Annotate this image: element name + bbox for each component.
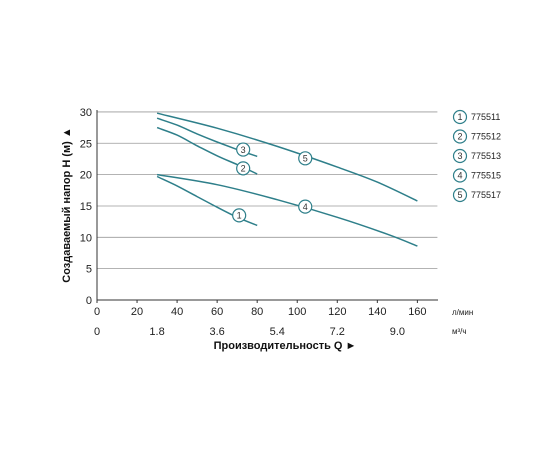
axes (96, 110, 438, 301)
series-line-775517 (156, 112, 418, 202)
legend-marker-3 (452, 148, 468, 164)
legend-marker-1 (452, 109, 468, 125)
series-line-775515 (156, 173, 418, 247)
curve-marker-number: 5 (303, 154, 308, 164)
x-tick-label: 60 (211, 306, 223, 318)
curve-marker-2 (236, 161, 251, 176)
legend-marker-number: 5 (457, 190, 462, 200)
y-tick-label: 5 (86, 264, 92, 276)
y-tick-label: 0 (86, 295, 92, 307)
x2-tick-label: 3.6 (209, 326, 224, 338)
curve-marker-number: 2 (241, 164, 246, 174)
y-tick-label: 20 (80, 170, 92, 182)
legend: 1 775511 2 775512 3 775513 4 775515 5 775517 (452, 109, 501, 203)
x2-tick-label: 1.8 (149, 326, 164, 338)
curve-marker-number: 1 (237, 211, 242, 221)
legend-label-775512: 775512 (471, 132, 501, 142)
x-tick-label: 0 (94, 306, 100, 318)
legend-marker-number: 2 (457, 132, 462, 142)
y-tick-label: 15 (80, 201, 92, 213)
curve-marker-number: 3 (241, 145, 246, 155)
curve-marker-5 (298, 151, 313, 166)
x2-tick-label: 9.0 (390, 326, 405, 338)
curve-marker-number: 4 (303, 202, 308, 212)
legend-label-775511: 775511 (471, 112, 500, 122)
y-tick-label: 25 (80, 138, 92, 150)
x-tick-label: 140 (368, 306, 386, 318)
curve-marker-3 (236, 142, 251, 157)
curves (156, 112, 418, 247)
x-tick-label: 20 (131, 306, 143, 318)
legend-marker-number: 4 (457, 171, 462, 181)
legend-label-775515: 775515 (471, 171, 501, 181)
grid (97, 111, 438, 270)
x2-tick-label: 0 (94, 326, 100, 338)
x-tick-label: 120 (328, 306, 346, 318)
x-unit-primary: л/мин (452, 308, 473, 317)
y-tick-label: 30 (80, 107, 92, 119)
legend-marker-5 (452, 187, 468, 203)
y-axis-title: Создаваемый напор H (м) ▲ (61, 127, 73, 282)
x-axis-title: Производительность Q ► (214, 340, 357, 352)
curve-labels: 1 2 3 4 5 (232, 142, 313, 223)
y-tick-label: 10 (80, 232, 92, 244)
curve-marker-1 (232, 208, 247, 223)
legend-marker-2 (452, 129, 468, 144)
x-tick-label: 100 (288, 306, 306, 318)
x-tick-label: 160 (408, 306, 426, 318)
legend-marker-number: 1 (457, 112, 462, 122)
x-unit-secondary: м³/ч (452, 327, 467, 336)
curve-marker-4 (298, 199, 313, 214)
legend-label-775517: 775517 (471, 190, 501, 200)
x-tick-label: 80 (251, 306, 263, 318)
legend-label-775513: 775513 (471, 151, 501, 161)
x2-tick-label: 7.2 (330, 326, 345, 338)
x-tick-label: 40 (171, 306, 183, 318)
x2-tick-label: 5.4 (270, 326, 285, 338)
legend-marker-number: 3 (457, 151, 462, 161)
legend-marker-4 (452, 168, 468, 183)
